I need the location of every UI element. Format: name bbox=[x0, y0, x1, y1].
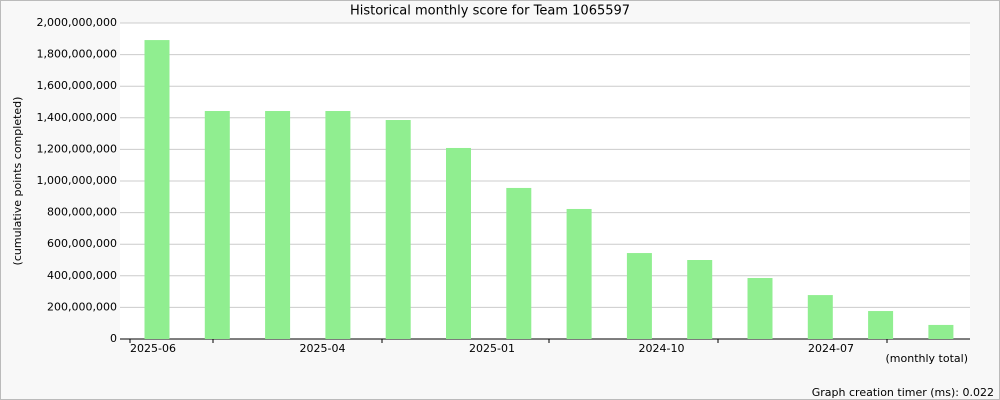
bar bbox=[626, 253, 652, 339]
chart-title: Historical monthly score for Team 106559… bbox=[350, 4, 630, 19]
footer: Graph creation timer (ms): 0.022 bbox=[812, 386, 994, 399]
bar bbox=[807, 295, 833, 339]
bar bbox=[325, 111, 351, 339]
bar bbox=[385, 120, 411, 340]
x-tick-label: 2025-01 bbox=[469, 342, 515, 355]
y-axis-label: (cumulative points completed) bbox=[11, 97, 24, 266]
bar bbox=[506, 187, 532, 339]
bar bbox=[566, 208, 592, 339]
bar bbox=[144, 40, 170, 340]
y-tick-label: 2,000,000,000 bbox=[37, 16, 117, 29]
x-tick-label: 2024-10 bbox=[639, 342, 685, 355]
y-tick-label: 200,000,000 bbox=[47, 300, 117, 313]
y-tick-label: 800,000,000 bbox=[47, 206, 117, 219]
x-tick-label: 2024-07 bbox=[808, 342, 854, 355]
bar bbox=[687, 260, 713, 339]
y-tick-label: 1,400,000,000 bbox=[37, 111, 117, 124]
x-axis-label: (monthly total) bbox=[886, 352, 969, 365]
y-tick-label: 400,000,000 bbox=[47, 269, 117, 282]
y-tick-label: 0 bbox=[110, 332, 117, 345]
x-tick-label: 2025-04 bbox=[300, 342, 346, 355]
bar bbox=[204, 111, 230, 339]
y-tick-label: 1,600,000,000 bbox=[37, 79, 117, 92]
bar bbox=[265, 111, 291, 339]
bar bbox=[747, 278, 773, 339]
bar bbox=[868, 311, 894, 339]
bar bbox=[928, 324, 954, 339]
y-tick-label: 600,000,000 bbox=[47, 237, 117, 250]
bar bbox=[446, 147, 471, 339]
x-tick-label: 2025-06 bbox=[130, 342, 176, 355]
y-tick-label: 1,200,000,000 bbox=[37, 142, 117, 155]
y-tick-label: 1,000,000,000 bbox=[37, 174, 117, 187]
y-tick-label: 1,800,000,000 bbox=[37, 48, 117, 61]
